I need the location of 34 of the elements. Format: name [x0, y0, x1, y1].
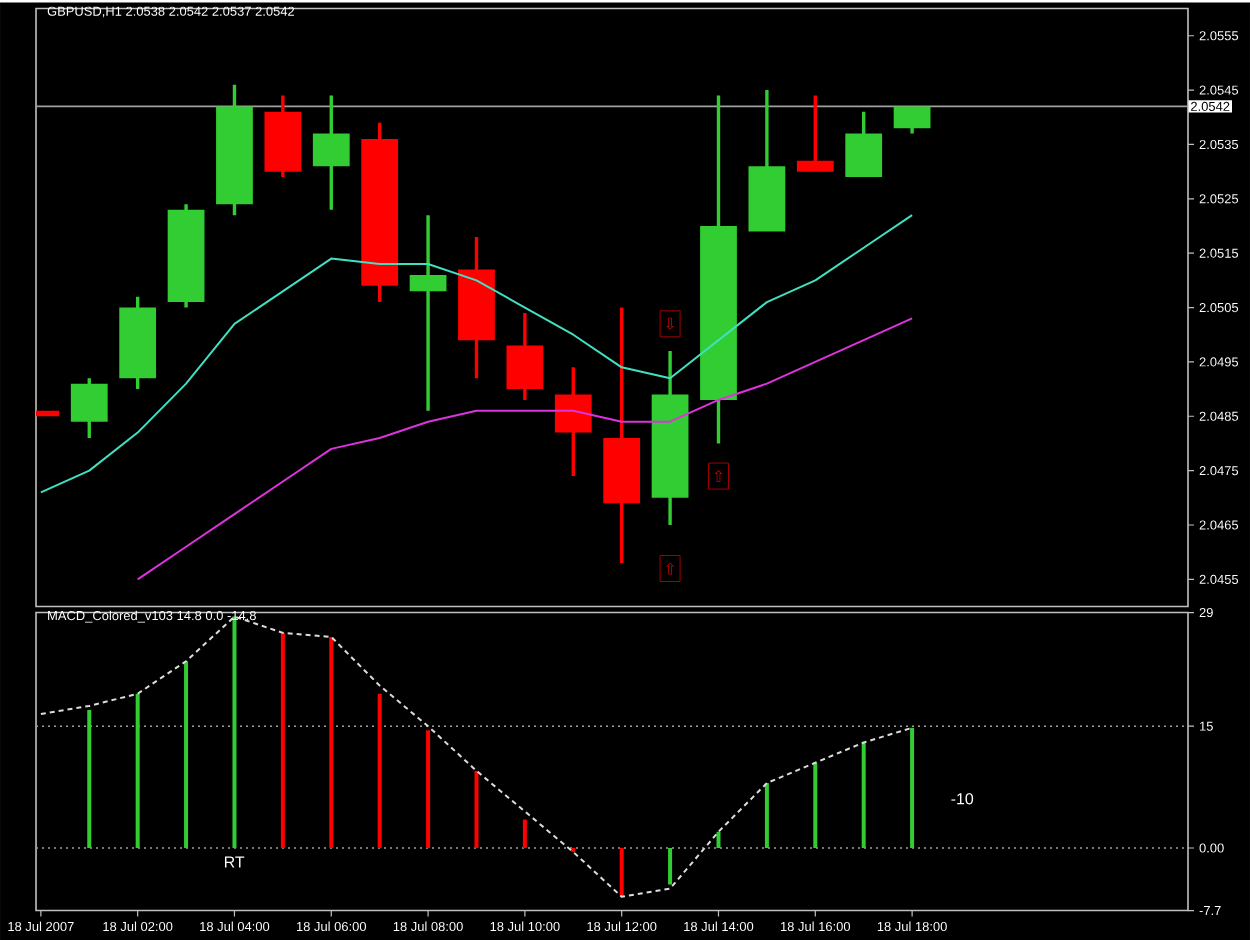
bar: [87, 709, 92, 848]
bar: [813, 762, 818, 848]
candlestick: [893, 106, 931, 134]
candlestick: [264, 95, 302, 177]
bar: [426, 730, 431, 848]
candlestick: [603, 307, 641, 563]
candlestick: [312, 95, 350, 210]
candlestick: [748, 89, 786, 232]
candlestick: [167, 204, 205, 308]
candlestick: [845, 111, 883, 177]
bar: [910, 727, 915, 848]
bar: [280, 632, 285, 848]
bar: [474, 770, 479, 848]
candlestick: [361, 122, 399, 302]
bar: [861, 742, 866, 848]
candlestick: [458, 236, 495, 378]
bar: [184, 661, 189, 848]
candlestick: [216, 84, 253, 215]
candlestick: [554, 367, 592, 476]
bar: [668, 847, 673, 885]
bar: [377, 693, 382, 848]
candlestick: [796, 95, 834, 172]
bar: [329, 636, 334, 848]
bar: [619, 847, 624, 897]
candlestick: [506, 312, 544, 400]
bar: [764, 782, 769, 848]
bar: [135, 693, 140, 848]
bar: [716, 831, 721, 848]
candlestick: [70, 377, 108, 438]
candlestick: [651, 350, 689, 525]
candlestick: [409, 214, 447, 411]
candlestick: [700, 95, 737, 444]
candlestick: [119, 296, 157, 389]
bar: [522, 819, 527, 848]
